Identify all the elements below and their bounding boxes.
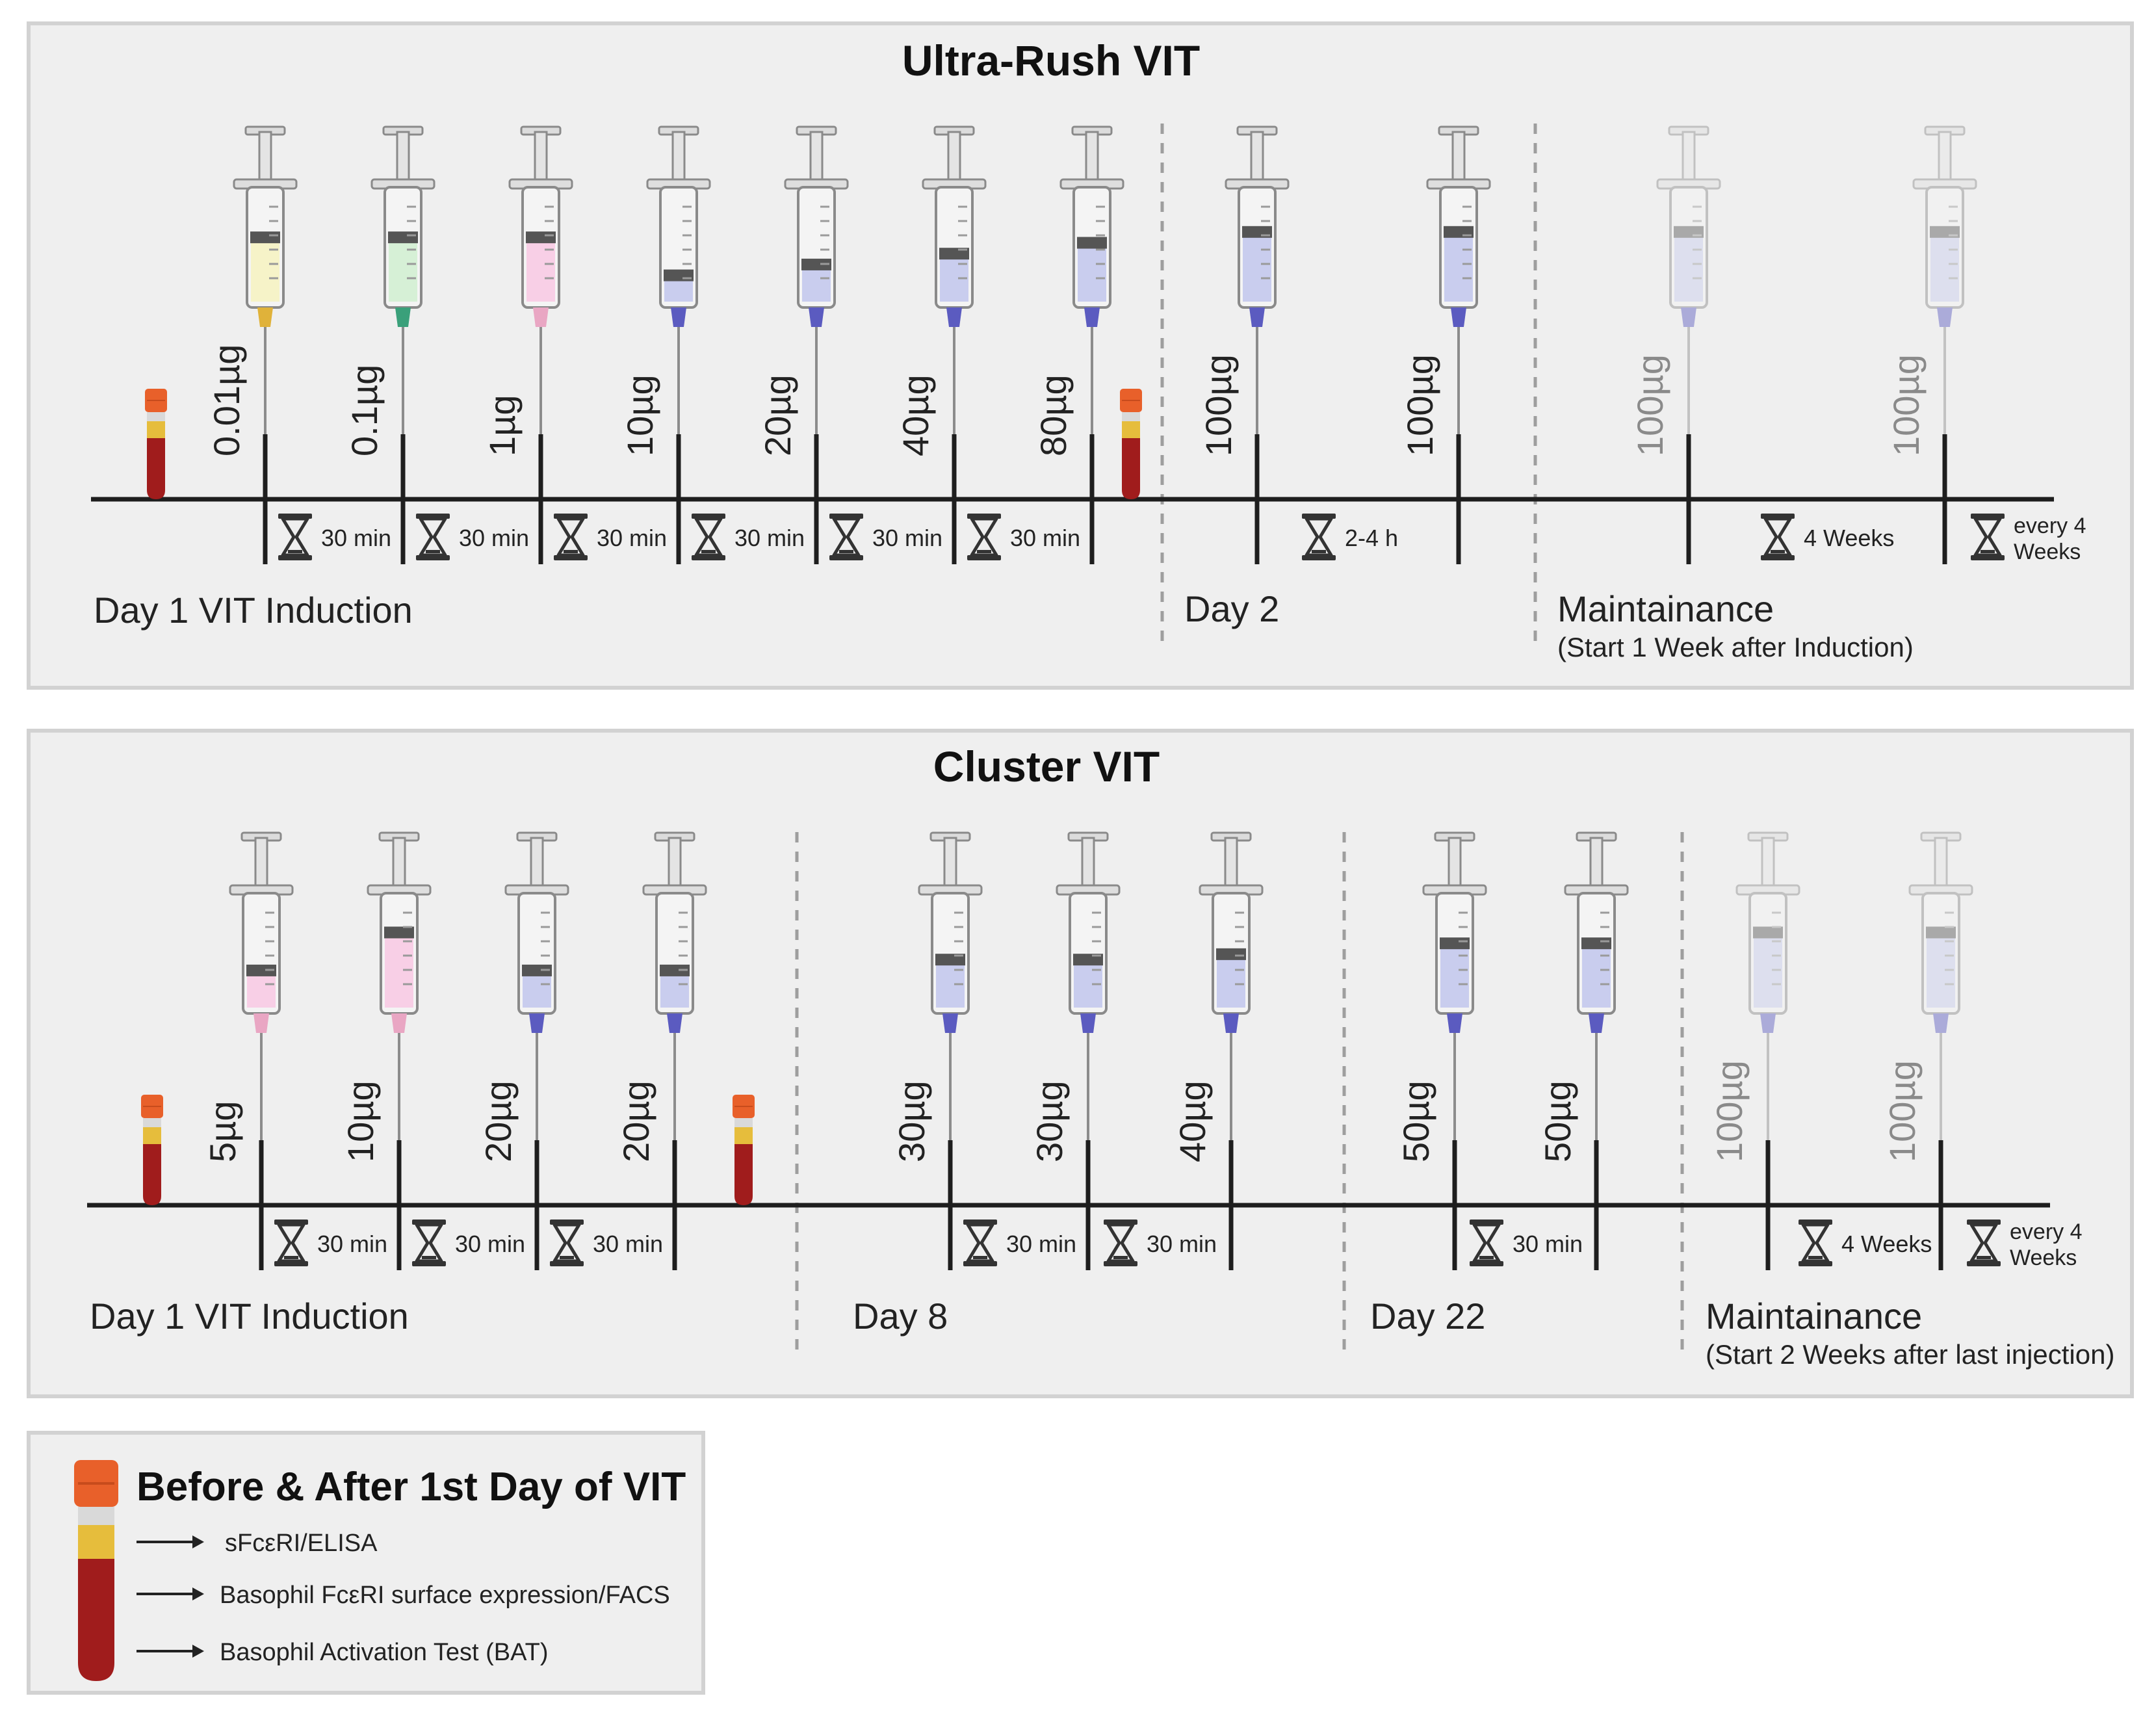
- ultra-rush-syringe-icon-3: [508, 125, 573, 441]
- arrow-right-icon: [136, 1535, 204, 1548]
- cluster-interval-label-8: Weeks: [2010, 1246, 2077, 1270]
- cluster-marks: 5µg 10µg 20µg 20µg 30µg 30µg 40µg 50µg 50µg 100µg…: [141, 831, 2083, 1270]
- cluster-syringe-icon-5: [918, 831, 983, 1147]
- legend-blood-tube-icon: [74, 1460, 118, 1681]
- cluster-interval-label-2: 30 min: [455, 1231, 525, 1257]
- cluster-phase-sublabel-maintainance: (Start 2 Weeks after last injection): [1706, 1339, 2114, 1370]
- ultra-rush-phase-label-day2: Day 2: [1184, 588, 1279, 629]
- cluster-syringe-icon-1: [229, 831, 294, 1147]
- cluster-interval-label-8: every 4: [2010, 1220, 2083, 1244]
- ultra-rush-blood-tube-icon-2: [1120, 389, 1142, 499]
- ultra-rush-syringe-icon-4: [646, 125, 711, 441]
- ultra-rush-interval-label-5: 30 min: [872, 525, 942, 551]
- ultra-rush-syringe-icon-2: [370, 125, 435, 441]
- legend-title: Before & After 1st Day of VIT: [136, 1465, 686, 1509]
- ultra-rush-interval-label-9: every 4: [2014, 514, 2086, 538]
- cluster-dose-label-6: 30µg: [1029, 1080, 1070, 1162]
- legend-panel: Before & After 1st Day of VIT sFcεRI/ELI…: [27, 1431, 705, 1695]
- cluster-interval-label-6: 30 min: [1513, 1231, 1583, 1257]
- cluster-interval-label-3: 30 min: [593, 1231, 663, 1257]
- cluster-syringe-icon-8: [1422, 831, 1487, 1147]
- cluster-dose-label-3: 20µg: [478, 1080, 519, 1162]
- cluster-syringe-icon-6: [1056, 831, 1121, 1147]
- ultra-rush-syringe-icon-9: [1426, 125, 1491, 441]
- ultra-rush-syringe-icon-10: [1656, 125, 1721, 441]
- legend-item-2: Basophil FcεRI surface expression/FACS: [136, 1582, 670, 1609]
- cluster-blood-tube-icon-1: [141, 1095, 163, 1205]
- cluster-syringe-icon-11: [1908, 831, 1973, 1147]
- ultra-rush-dose-label-5: 20µg: [757, 374, 798, 456]
- ultra-rush-interval-label-8: 4 Weeks: [1804, 525, 1894, 551]
- ultra-rush-syringe-icon-1: [233, 125, 298, 441]
- ultra-rush-phase-sublabel-maintainance: (Start 1 Week after Induction): [1557, 632, 1914, 662]
- cluster-interval-label-4: 30 min: [1006, 1231, 1076, 1257]
- cluster-dose-label-8: 50µg: [1396, 1080, 1436, 1162]
- cluster-interval-label-7: 4 Weeks: [1841, 1231, 1932, 1257]
- legend-item-label: Basophil FcεRI surface expression/FACS: [220, 1582, 670, 1609]
- ultra-rush-phase-label-maintainance: Maintainance: [1557, 588, 1774, 629]
- cluster-panel-bg: [27, 729, 2134, 1398]
- cluster-syringe-icon-9: [1564, 831, 1629, 1147]
- cluster-dose-label-9: 50µg: [1537, 1080, 1578, 1162]
- cluster-syringe-icon-3: [504, 831, 569, 1147]
- ultra-rush-dose-label-8: 100µg: [1198, 354, 1239, 456]
- cluster-dose-label-1: 5µg: [202, 1101, 243, 1162]
- cluster-dose-label-2: 10µg: [340, 1080, 381, 1162]
- ultra-rush-panel-bg: [27, 21, 2134, 690]
- ultra-rush-syringe-icon-6: [922, 125, 987, 441]
- ultra-rush-blood-tube-icon-1: [145, 389, 167, 499]
- cluster-syringe-icon-10: [1735, 831, 1800, 1147]
- ultra-rush-syringe-icon-7: [1059, 125, 1124, 441]
- cluster-dose-label-4: 20µg: [616, 1080, 656, 1162]
- cluster-phase-label-day1: Day 1 VIT Induction: [90, 1296, 409, 1337]
- ultra-rush-interval-label-7: 2-4 h: [1345, 525, 1398, 551]
- cluster-blood-tube-icon-2: [733, 1095, 755, 1205]
- cluster-dose-label-7: 40µg: [1172, 1080, 1213, 1162]
- ultra-rush-phase-label-day1: Day 1 VIT Induction: [94, 590, 413, 631]
- ultra-rush-interval-label-1: 30 min: [321, 525, 391, 551]
- legend-item-label: Basophil Activation Test (BAT): [220, 1639, 549, 1666]
- arrow-right-icon: [136, 1587, 204, 1600]
- ultra-rush-interval-label-2: 30 min: [459, 525, 529, 551]
- cluster-dose-label-5: 30µg: [891, 1080, 932, 1162]
- cluster-panel: Cluster VIT 5µg 10µg 20µg 20µg 30µg 30µg 40µg 5…: [27, 729, 2134, 1398]
- ultra-rush-dose-label-7: 80µg: [1033, 374, 1074, 456]
- cluster-syringe-icon-7: [1199, 831, 1264, 1147]
- cluster-dose-label-11: 100µg: [1882, 1060, 1923, 1162]
- legend-item-1: sFcεRI/ELISA: [136, 1530, 378, 1557]
- ultra-rush-syringe-icon-8: [1225, 125, 1290, 441]
- cluster-interval-label-5: 30 min: [1147, 1231, 1217, 1257]
- ultra-rush-dose-label-4: 10µg: [619, 374, 660, 456]
- ultra-rush-dose-label-3: 1µg: [482, 395, 523, 456]
- ultra-rush-interval-label-6: 30 min: [1010, 525, 1080, 551]
- ultra-rush-dose-label-2: 0.1µg: [344, 365, 385, 456]
- cluster-phase-label-day22: Day 22: [1370, 1296, 1485, 1337]
- cluster-syringe-icon-2: [367, 831, 432, 1147]
- legend-panel-bg: [27, 1431, 705, 1695]
- ultra-rush-dose-label-9: 100µg: [1399, 354, 1440, 456]
- arrow-right-icon: [136, 1645, 204, 1658]
- ultra-rush-dose-label-10: 100µg: [1630, 354, 1670, 456]
- legend-item-3: Basophil Activation Test (BAT): [136, 1639, 549, 1666]
- legend-item-label: sFcεRI/ELISA: [225, 1530, 378, 1557]
- ultra-rush-dose-label-6: 40µg: [895, 374, 936, 456]
- blood-tube-icon: [74, 1460, 118, 1681]
- cluster-dose-label-10: 100µg: [1709, 1060, 1750, 1162]
- cluster-interval-label-1: 30 min: [317, 1231, 387, 1257]
- cluster-syringe-icon-4: [642, 831, 707, 1147]
- cluster-title: Cluster VIT: [933, 742, 1160, 790]
- ultra-rush-interval-label-3: 30 min: [597, 525, 667, 551]
- cluster-phase-label-day8: Day 8: [853, 1296, 948, 1337]
- ultra-rush-syringe-icon-11: [1912, 125, 1977, 441]
- ultra-rush-interval-label-9: Weeks: [2014, 540, 2081, 564]
- ultra-rush-dose-label-11: 100µg: [1886, 354, 1927, 456]
- ultra-rush-syringe-icon-5: [784, 125, 849, 441]
- ultra-rush-marks: 0.01µg 0.1µg 1µg 10µg 20µg 40µg 80µg 100µg 100µg…: [145, 125, 2086, 564]
- ultra-rush-panel: Ultra-Rush VIT 0.01µg 0.1µg 1µg 10µg 20µg 40µ…: [27, 21, 2134, 690]
- ultra-rush-interval-label-4: 30 min: [734, 525, 805, 551]
- ultra-rush-dose-label-1: 0.01µg: [206, 345, 247, 456]
- cluster-phase-label-maintainance: Maintainance: [1706, 1296, 1922, 1337]
- ultra-rush-title: Ultra-Rush VIT: [902, 36, 1200, 85]
